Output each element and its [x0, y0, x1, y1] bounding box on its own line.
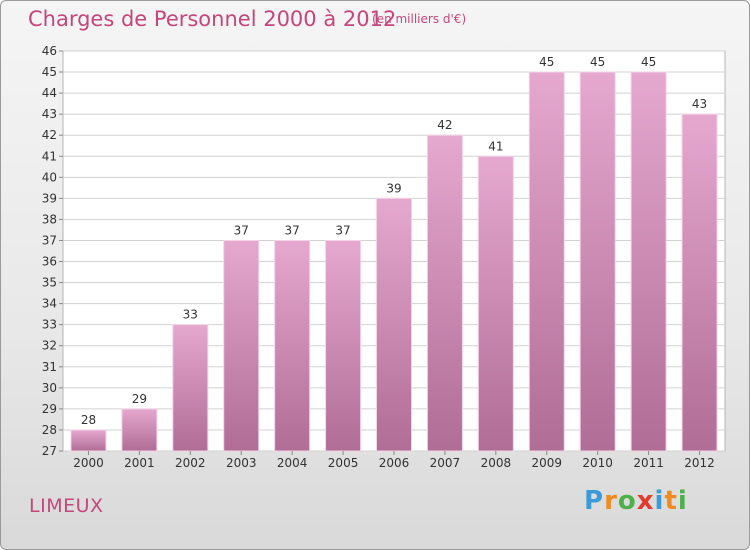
y-tick-label: 41: [42, 149, 57, 163]
proxiti-logo: Proxiti: [584, 486, 688, 516]
commune-name: LIMEUX: [29, 495, 104, 517]
data-label: 39: [386, 181, 401, 195]
chart-title: Charges de Personnel 2000 à 2012: [28, 7, 397, 31]
data-label: 45: [590, 55, 605, 69]
data-label: 37: [285, 223, 300, 237]
x-tick-label: 2000: [73, 456, 104, 470]
brand-letter: P: [584, 486, 605, 516]
y-tick-label: 27: [42, 444, 57, 458]
x-tick-label: 2008: [481, 456, 512, 470]
data-label: 45: [641, 55, 656, 69]
y-tick-label: 33: [42, 318, 57, 332]
bar: [376, 197, 412, 452]
x-tick-label: 2007: [430, 456, 461, 470]
y-tick-label: 29: [42, 402, 57, 416]
brand-letter: i: [654, 486, 665, 516]
data-label: 43: [692, 97, 707, 111]
bar: [121, 408, 158, 452]
y-tick-label: 28: [42, 423, 57, 437]
y-tick-label: 42: [42, 128, 57, 142]
data-label: 29: [132, 392, 147, 406]
x-tick-label: 2002: [175, 456, 206, 470]
bar: [630, 71, 667, 452]
brand-letter: r: [604, 486, 618, 516]
data-label: 33: [183, 308, 198, 322]
bar: [579, 71, 616, 452]
bar: [223, 239, 260, 452]
x-tick-label: 2009: [531, 456, 562, 470]
y-tick-label: 32: [42, 339, 57, 353]
y-tick-label: 36: [42, 255, 57, 269]
y-tick-label: 38: [42, 212, 57, 226]
brand-letter: i: [677, 486, 688, 516]
y-tick-label: 35: [42, 276, 57, 290]
brand-letter: o: [617, 486, 637, 516]
bar: [528, 71, 565, 452]
x-tick-label: 2001: [124, 456, 155, 470]
y-tick-label: 40: [42, 170, 57, 184]
x-tick-label: 2004: [277, 456, 308, 470]
bar: [681, 113, 718, 452]
x-tick-label: 2010: [582, 456, 613, 470]
y-tick-label: 39: [42, 191, 57, 205]
chart-subtitle: (en milliers d'€): [372, 12, 467, 26]
bar: [325, 239, 362, 452]
bar: [477, 155, 514, 452]
y-tick-label: 31: [42, 360, 57, 374]
y-tick-label: 43: [42, 107, 57, 121]
data-label: 37: [335, 223, 350, 237]
bar: [172, 324, 209, 452]
x-tick-label: 2006: [379, 456, 410, 470]
x-tick-label: 2005: [328, 456, 359, 470]
y-tick-label: 30: [42, 381, 57, 395]
data-label: 42: [437, 118, 452, 132]
brand-letter: x: [636, 486, 655, 516]
y-tick-label: 34: [42, 297, 57, 311]
bar: [70, 429, 107, 452]
y-tick-label: 37: [42, 233, 57, 247]
x-tick-label: 2012: [684, 456, 715, 470]
data-label: 28: [81, 413, 96, 427]
y-tick-label: 44: [42, 86, 57, 100]
data-label: 41: [488, 139, 503, 153]
x-tick-label: 2003: [226, 456, 257, 470]
x-tick-label: 2011: [633, 456, 664, 470]
y-tick-label: 45: [42, 65, 57, 79]
bar: [426, 134, 463, 452]
data-label: 45: [539, 55, 554, 69]
brand-letter: t: [664, 486, 678, 516]
bar: [274, 239, 311, 452]
data-label: 37: [234, 223, 249, 237]
y-tick-label: 46: [42, 44, 57, 58]
